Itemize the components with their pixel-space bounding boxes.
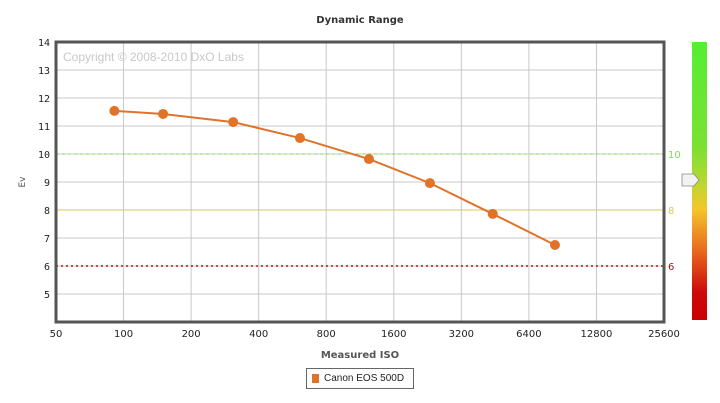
chart-title: Dynamic Range <box>316 15 404 26</box>
watermark: Copyright © 2008-2010 DxO Labs <box>63 50 244 64</box>
data-point[interactable] <box>424 178 435 189</box>
x-tick-label: 6400 <box>516 329 541 340</box>
legend-swatch <box>312 374 319 383</box>
data-point[interactable] <box>487 208 498 219</box>
x-tick-label: 12800 <box>581 329 613 340</box>
legend[interactable]: Canon EOS 500D <box>306 368 414 389</box>
reference-label: 8 <box>668 206 674 217</box>
y-tick-label: 7 <box>44 234 50 245</box>
y-tick-label: 12 <box>38 94 50 105</box>
reference-label: 6 <box>668 262 674 273</box>
data-point[interactable] <box>228 117 239 128</box>
y-tick-label: 10 <box>38 150 50 161</box>
x-tick-label: 1600 <box>381 329 406 340</box>
x-tick-label: 50 <box>50 329 63 340</box>
x-axis-label: Measured ISO <box>321 350 399 361</box>
data-point[interactable] <box>294 133 305 144</box>
y-tick-label: 13 <box>38 66 50 77</box>
x-tick-label: 25600 <box>648 329 680 340</box>
data-point[interactable] <box>549 240 560 250</box>
legend-label: Canon EOS 500D <box>324 373 405 384</box>
x-tick-label: 100 <box>114 329 133 340</box>
data-point[interactable] <box>363 154 374 165</box>
y-tick-label: 8 <box>44 206 50 217</box>
dr-color-scale <box>692 42 707 320</box>
grid-lines <box>55 41 665 322</box>
y-tick-label: 9 <box>44 178 50 189</box>
y-axis-label: Ev <box>18 176 28 188</box>
series-canon-eos-500d <box>109 105 560 250</box>
y-tick-label: 11 <box>38 122 50 133</box>
data-point[interactable] <box>158 108 169 119</box>
reference-lines: 10 8 6 <box>56 150 681 273</box>
y-tick-label: 14 <box>38 38 50 49</box>
y-tick-label: 6 <box>44 262 50 273</box>
scale-marker-icon <box>681 173 700 187</box>
data-point[interactable] <box>109 105 120 116</box>
y-axis-ticks: 5 6 7 8 9 10 11 12 13 14 <box>38 38 50 301</box>
x-tick-label: 400 <box>249 329 268 340</box>
x-tick-label: 200 <box>182 329 201 340</box>
y-tick-label: 5 <box>44 290 50 301</box>
reference-label: 10 <box>668 150 681 161</box>
x-axis-ticks: 50 100 200 400 800 1600 3200 6400 12800 25600 <box>50 329 680 340</box>
x-tick-label: 800 <box>317 329 336 340</box>
plot-frame <box>54 40 666 324</box>
x-tick-label: 3200 <box>449 329 474 340</box>
